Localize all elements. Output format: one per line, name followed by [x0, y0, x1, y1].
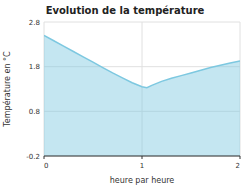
data-group — [44, 35, 240, 156]
y-axis-label: Température en °C — [2, 51, 12, 128]
x-axis: 0 1 2 — [44, 156, 240, 170]
title: Evolution de la température — [46, 5, 205, 16]
grid — [44, 22, 240, 156]
x-tick — [44, 156, 45, 159]
chart-container: 0 1 2 heure par heure -0.2 0.8 1.8 2.8 Températu… — [0, 0, 250, 188]
chart-svg: 0 1 2 heure par heure -0.2 0.8 1.8 2.8 Températu… — [0, 0, 250, 188]
y-axis: -0.2 0.8 1.8 2.8 — [26, 19, 40, 161]
x-tick — [240, 156, 241, 159]
y-tick-label: 2.8 — [29, 19, 40, 27]
x-tick-label: 1 — [140, 162, 144, 170]
y-tick-label: 1.8 — [29, 63, 40, 71]
x-tick-label: 2 — [236, 162, 240, 170]
area — [44, 35, 240, 156]
x-tick-label: 0 — [44, 162, 48, 170]
y-tick-label: 0.8 — [29, 108, 40, 116]
x-axis-label: heure par heure — [110, 176, 175, 185]
x-tick — [142, 156, 143, 159]
line — [44, 35, 240, 87]
y-tick-label: -0.2 — [26, 153, 40, 161]
